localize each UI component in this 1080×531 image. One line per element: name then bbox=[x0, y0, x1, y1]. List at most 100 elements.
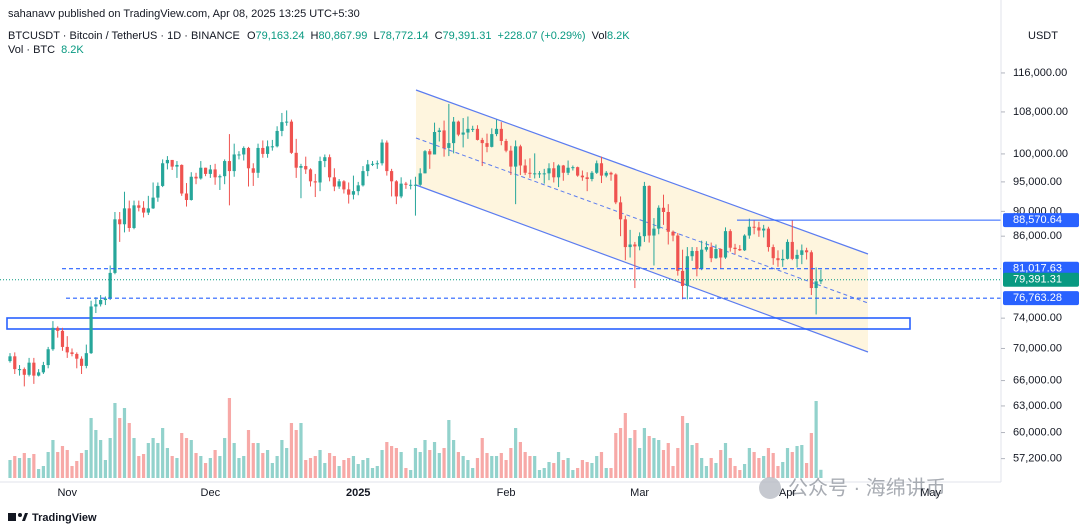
level-label: 76,763.28 bbox=[1013, 292, 1062, 304]
volume-bar bbox=[666, 443, 670, 478]
candle-body bbox=[795, 254, 799, 259]
volume-bar bbox=[51, 440, 55, 478]
volume-bar bbox=[246, 430, 251, 478]
brand-logo bbox=[8, 513, 28, 521]
y-tick-label: 74,000.00 bbox=[1013, 312, 1062, 324]
volume-bar bbox=[65, 450, 69, 478]
candle-body bbox=[390, 171, 394, 182]
volume-bar bbox=[742, 464, 747, 478]
candle-body bbox=[790, 241, 794, 259]
y-tick-label: 95,000.00 bbox=[1013, 176, 1062, 188]
volume-bar bbox=[609, 468, 613, 478]
volume-bar bbox=[652, 438, 656, 478]
volume-bar bbox=[690, 445, 694, 478]
volume-bar bbox=[194, 453, 198, 478]
candle-body bbox=[461, 132, 465, 135]
volume-bar bbox=[614, 433, 618, 478]
volume-bar bbox=[399, 452, 403, 478]
volume-bar bbox=[13, 456, 17, 478]
volume-bar bbox=[122, 408, 127, 478]
candle-body bbox=[8, 356, 12, 362]
y-tick-label: 63,000.00 bbox=[1013, 400, 1062, 412]
volume-bar bbox=[99, 440, 103, 478]
candle-body bbox=[347, 189, 351, 195]
volume-bar bbox=[561, 460, 565, 478]
volume-bar bbox=[380, 450, 384, 478]
volume-bar bbox=[633, 430, 637, 478]
candle-body bbox=[685, 256, 689, 286]
volume-bar bbox=[471, 468, 475, 478]
candle-body bbox=[766, 228, 771, 248]
candle-body bbox=[537, 173, 542, 175]
candle-body bbox=[332, 177, 336, 187]
volume-bar bbox=[738, 470, 742, 478]
volume-bar bbox=[270, 463, 274, 478]
change: +228.07 (+0.29%) bbox=[498, 30, 586, 42]
volume-bar bbox=[118, 418, 122, 478]
volume-bar bbox=[733, 466, 737, 478]
support-zone bbox=[6, 317, 911, 330]
candle-body bbox=[127, 208, 131, 228]
volume-bar bbox=[566, 458, 570, 478]
axis-currency: USDT bbox=[1028, 30, 1058, 42]
volume-bar bbox=[456, 452, 460, 478]
volume-bar bbox=[599, 452, 604, 478]
volume-bar bbox=[514, 428, 518, 478]
volume-bar bbox=[213, 450, 217, 478]
volume-bar bbox=[404, 468, 408, 478]
volume-bar bbox=[475, 458, 480, 478]
volume-bar bbox=[237, 458, 241, 478]
volume-bar bbox=[580, 460, 584, 478]
volume-bar bbox=[75, 461, 79, 478]
candle-body bbox=[118, 219, 122, 225]
volume-bar bbox=[766, 448, 771, 478]
candle-body bbox=[599, 163, 604, 176]
volume-legend: Vol · BTC 8.2K bbox=[8, 44, 84, 56]
volume-bar bbox=[680, 416, 685, 478]
x-tick-label: Feb bbox=[497, 487, 516, 499]
o-label: O bbox=[247, 30, 256, 42]
volume-bar bbox=[313, 456, 317, 478]
candle-body bbox=[380, 142, 384, 164]
candle-body bbox=[733, 247, 737, 250]
candle-body bbox=[742, 235, 747, 251]
candle-body bbox=[442, 130, 446, 148]
volume-bar bbox=[137, 456, 141, 478]
volume-bar bbox=[180, 433, 184, 478]
candle-body bbox=[704, 247, 709, 250]
volume-bar bbox=[265, 450, 270, 478]
volume-bar bbox=[428, 450, 432, 478]
volume-bar bbox=[533, 456, 537, 478]
high-value: 80,867.99 bbox=[318, 30, 367, 42]
volume-bar bbox=[8, 460, 12, 478]
volume-bar bbox=[819, 469, 823, 478]
volume-bar bbox=[771, 453, 775, 478]
candle-body bbox=[447, 143, 451, 148]
vol-title: Vol · BTC bbox=[8, 44, 55, 56]
candle-body bbox=[661, 207, 666, 212]
h-label: H bbox=[311, 30, 319, 42]
candle-body bbox=[723, 231, 728, 258]
candle-body bbox=[65, 346, 69, 353]
candle-body bbox=[652, 228, 656, 236]
candle-body bbox=[785, 241, 790, 259]
y-tick-label: 70,000.00 bbox=[1013, 342, 1062, 354]
candle-body bbox=[366, 164, 370, 172]
volume-bar bbox=[294, 430, 298, 478]
volume-bar bbox=[375, 466, 379, 478]
legend-line: BTCUSDT · Bitcoin / TetherUS · 1D · BINA… bbox=[8, 30, 630, 42]
volume-bar bbox=[337, 466, 341, 478]
level-label-box bbox=[1003, 261, 1079, 276]
candle-body bbox=[528, 172, 532, 174]
candle-body bbox=[242, 147, 246, 155]
volume-bar bbox=[628, 438, 632, 478]
candle-body bbox=[523, 165, 527, 173]
vol-value: 8.2K bbox=[607, 30, 630, 42]
candle-body bbox=[809, 252, 813, 289]
candle-body bbox=[194, 176, 198, 179]
candle-body bbox=[585, 177, 589, 180]
candle-body bbox=[275, 130, 279, 147]
volume-bar bbox=[776, 466, 780, 478]
